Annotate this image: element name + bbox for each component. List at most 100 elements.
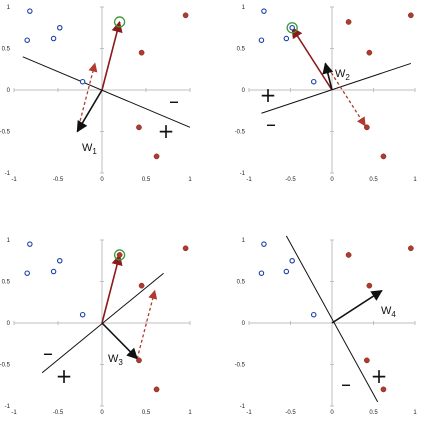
y-tick-label: 1 <box>242 238 246 244</box>
y-tick-label: -1 <box>5 171 11 177</box>
region-sign-label: + <box>56 364 73 388</box>
x-tick-label: 0.5 <box>369 177 378 183</box>
region-sign-label: + <box>158 119 175 143</box>
x-tick-label: 1 <box>413 177 417 183</box>
selected-point-vector <box>101 253 123 324</box>
negative-data-point <box>261 241 267 247</box>
y-tick-label: 1 <box>7 5 11 11</box>
positive-data-point <box>408 245 414 252</box>
y-tick-label: -1 <box>5 404 11 410</box>
y-tick-label: -1 <box>240 404 246 410</box>
negative-data-point <box>79 78 86 85</box>
selected-point-vector <box>101 20 123 91</box>
x-tick-label: -1 <box>246 410 252 416</box>
positive-data-point <box>364 357 370 364</box>
plot-panel-2: -1-1 -0.5 -0.5 0 0 0.5 0.5 1 1 + – W2 <box>235 5 418 183</box>
weight-label-main: W <box>82 142 93 154</box>
highlight-ring <box>286 22 298 34</box>
weight-label: W4 <box>381 305 396 319</box>
negative-data-point <box>27 241 33 247</box>
y-tick-label: -0.5 <box>0 130 11 136</box>
weight-label: W3 <box>108 353 123 367</box>
positive-data-point <box>138 282 145 289</box>
weight-label-main: W <box>381 305 392 317</box>
negative-data-point <box>283 35 290 42</box>
negative-data-point <box>50 35 57 42</box>
positive-data-point <box>380 386 387 393</box>
negative-data-point <box>283 268 290 275</box>
negative-data-point <box>50 268 57 275</box>
positive-data-point <box>138 49 145 56</box>
y-tick-label: 0.5 <box>2 47 11 53</box>
y-tick-label: -0.5 <box>235 363 246 369</box>
x-tick-label: 0 <box>100 410 104 416</box>
x-tick-label: 1 <box>188 177 192 183</box>
negative-data-point <box>289 257 295 264</box>
negative-data-point <box>24 37 30 43</box>
x-tick-label: -1 <box>246 177 252 183</box>
x-tick-label: 0 <box>330 177 334 183</box>
y-tick-label: 0.5 <box>237 280 246 286</box>
x-tick-label: 0.5 <box>142 177 151 183</box>
x-tick-label: 1 <box>188 410 192 416</box>
positive-data-point <box>345 252 352 258</box>
y-tick-label: -1 <box>240 171 246 177</box>
region-sign-label: + <box>371 364 388 388</box>
selected-point-vector <box>291 26 333 91</box>
y-tick-label: 0.5 <box>2 280 11 286</box>
region-sign-label: – <box>266 112 276 136</box>
weight-vector-arrow <box>76 89 103 133</box>
decision-boundary-line <box>261 62 412 114</box>
y-tick-label: 0.5 <box>237 47 246 53</box>
positive-data-point <box>345 19 352 25</box>
region-sign-label: – <box>341 372 351 396</box>
negative-data-point <box>57 24 63 31</box>
positive-data-point <box>153 386 160 393</box>
weight-label-main: W <box>108 353 119 365</box>
positive-data-point <box>116 252 123 258</box>
negative-data-point <box>79 311 86 318</box>
y-tick-label: -0.5 <box>0 363 11 369</box>
weight-vector-arrow <box>331 289 383 324</box>
update-arrow-dashed <box>136 289 158 359</box>
decision-boundary-line <box>22 56 191 128</box>
positive-data-point <box>136 357 142 364</box>
x-tick-label: 0 <box>100 177 104 183</box>
x-tick-label: -0.5 <box>53 177 64 183</box>
weight-label-subscript: 3 <box>118 358 123 367</box>
positive-data-point <box>364 124 370 131</box>
positive-data-point <box>380 153 387 160</box>
y-tick-label: 0 <box>7 321 11 327</box>
negative-data-point <box>258 37 265 43</box>
x-tick-label: 0 <box>330 410 334 416</box>
plot-panel-3: -1-1 -0.5 -0.5 0 0 0.5 0.5 1 1 –+ W3 <box>0 238 192 416</box>
x-tick-label: -0.5 <box>285 177 296 183</box>
region-sign-label: – <box>43 341 53 365</box>
weight-vector-arrow <box>322 62 334 91</box>
negative-data-point <box>310 78 317 85</box>
negative-data-point <box>27 8 33 14</box>
positive-data-point <box>153 153 160 160</box>
positive-data-point <box>366 282 373 289</box>
y-tick-label: 0 <box>242 321 246 327</box>
region-sign-label: – <box>169 89 179 113</box>
weight-label-subscript: 4 <box>391 310 396 319</box>
region-sign-label: + <box>260 83 277 107</box>
x-tick-label: 0.5 <box>369 410 378 416</box>
y-tick-label: 1 <box>7 238 11 244</box>
positive-data-point <box>408 12 414 19</box>
negative-data-point <box>289 24 295 31</box>
y-tick-label: 0 <box>242 88 246 94</box>
x-tick-label: 0.5 <box>142 410 151 416</box>
positive-data-point <box>366 49 373 56</box>
decision-boundary-line <box>285 235 379 403</box>
weight-label-subscript: 1 <box>92 147 97 156</box>
update-arrow-dashed <box>76 62 98 132</box>
x-tick-label: -1 <box>11 177 17 183</box>
negative-data-point <box>24 270 30 276</box>
y-tick-label: 0 <box>7 88 11 94</box>
positive-data-point <box>182 245 189 252</box>
negative-data-point <box>261 8 267 14</box>
weight-label-subscript: 2 <box>345 73 350 82</box>
